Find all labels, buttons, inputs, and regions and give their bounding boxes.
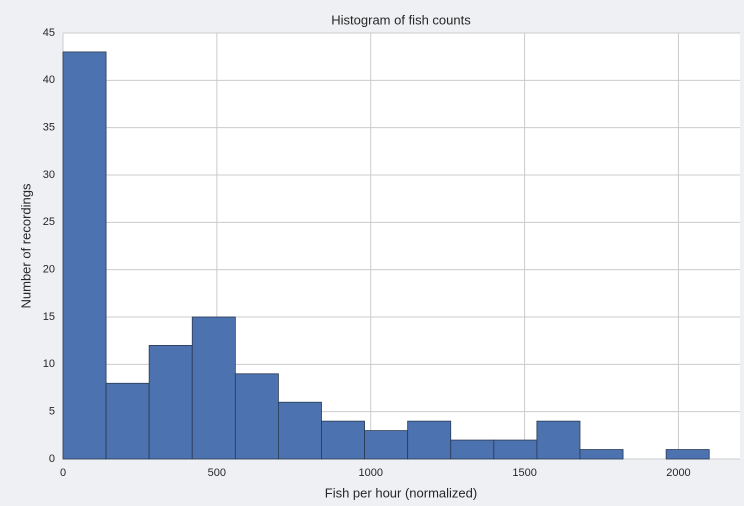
y-tick-label: 40 bbox=[43, 74, 55, 86]
x-axis-label: Fish per hour (normalized) bbox=[325, 485, 477, 500]
bar bbox=[105, 382, 150, 460]
x-tick-label: 2000 bbox=[666, 467, 690, 479]
bar bbox=[62, 51, 107, 460]
chart-title: Histogram of fish counts bbox=[331, 12, 471, 27]
bar bbox=[407, 420, 452, 460]
y-tick-label: 5 bbox=[49, 406, 55, 418]
y-tick-label: 20 bbox=[43, 264, 55, 276]
bar bbox=[278, 401, 322, 460]
bar bbox=[234, 373, 279, 460]
y-axis-label: Number of recordings bbox=[18, 183, 33, 308]
x-tick-label: 0 bbox=[60, 467, 66, 479]
y-tick-label: 25 bbox=[43, 216, 55, 228]
bar bbox=[321, 420, 365, 460]
y-tick-label: 10 bbox=[43, 358, 55, 370]
y-tick-label: 0 bbox=[49, 453, 55, 465]
y-tick-label: 35 bbox=[43, 122, 55, 134]
y-tick-label: 15 bbox=[43, 311, 55, 323]
bar bbox=[364, 430, 409, 460]
bar bbox=[493, 439, 538, 460]
y-tick-label: 45 bbox=[43, 27, 55, 39]
bar bbox=[450, 439, 495, 460]
bar bbox=[665, 449, 710, 460]
bar bbox=[191, 316, 236, 460]
y-tick-label: 30 bbox=[43, 169, 55, 181]
bar bbox=[536, 420, 581, 460]
x-tick-label: 1500 bbox=[512, 467, 536, 479]
bar bbox=[579, 449, 624, 460]
x-tick-label: 500 bbox=[208, 467, 226, 479]
bar bbox=[148, 344, 193, 460]
x-tick-label: 1000 bbox=[358, 467, 382, 479]
